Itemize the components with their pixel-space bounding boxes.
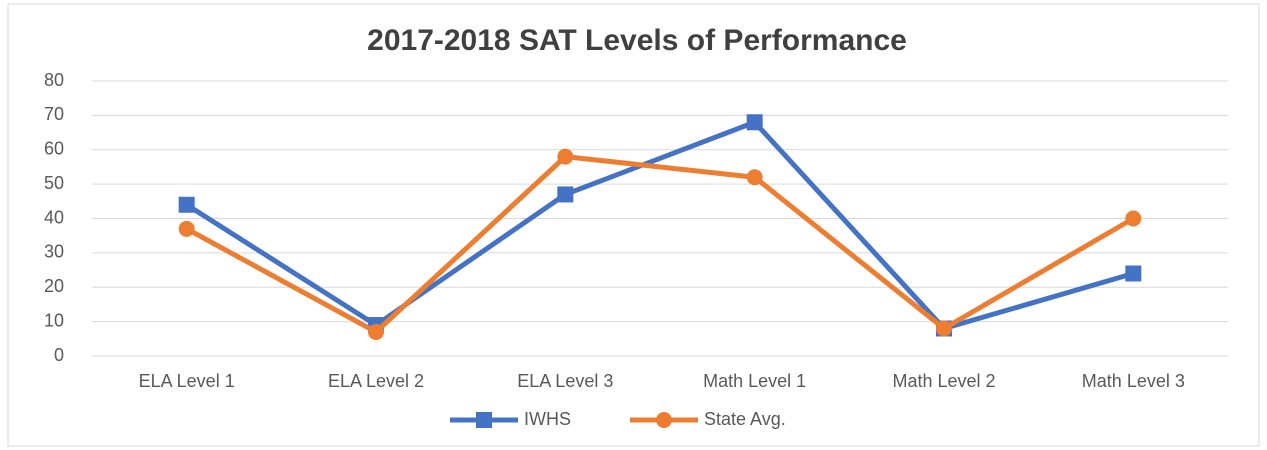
x-tick-label: ELA Level 1 [139,371,235,391]
y-tick-label: 50 [44,173,64,193]
legend-label: State Avg. [704,409,786,429]
y-tick-label: 60 [44,139,64,159]
marker [557,148,574,165]
y-tick-label: 0 [54,345,64,365]
marker [368,323,384,340]
x-tick-label: Math Level 2 [892,371,995,391]
legend-marker [656,412,672,428]
y-tick-label: 10 [44,310,64,330]
series-line [185,119,1135,331]
y-tick-label: 40 [44,207,64,227]
x-tick-label: Math Level 1 [703,371,806,391]
y-tick-label: 70 [44,104,64,124]
series-line [185,154,1135,335]
chart-title: 2017-2018 SAT Levels of Performance [367,24,907,57]
marker [1125,265,1142,282]
x-tick-label: ELA Level 3 [517,371,613,391]
marker [178,196,195,213]
legend-label: IWHS [524,409,571,429]
marker [936,320,952,337]
marker [557,186,574,203]
x-tick-label: Math Level 3 [1082,371,1185,391]
x-tick-label: ELA Level 2 [328,371,424,391]
marker [178,220,195,237]
marker [746,114,763,131]
y-tick-label: 80 [44,70,64,90]
marker [746,169,763,186]
marker [1125,210,1142,227]
y-tick-label: 30 [44,242,64,262]
y-tick-label: 20 [44,276,64,296]
legend-marker [476,412,492,428]
